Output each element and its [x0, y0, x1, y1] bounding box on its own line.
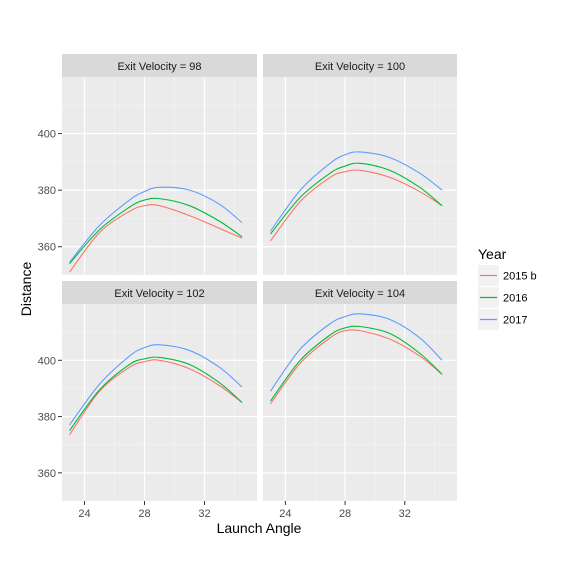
facet-strip-label: Exit Velocity = 100	[315, 61, 405, 73]
panel-plot-area	[62, 304, 257, 501]
facet-strip-label: Exit Velocity = 102	[114, 288, 204, 300]
legend-title: Year	[478, 246, 507, 262]
series-line-2017	[69, 344, 243, 426]
x-tick-label: 24	[279, 508, 291, 520]
facet-strip	[62, 281, 257, 304]
panel-plot-area	[263, 304, 457, 501]
y-tick-label: 360	[38, 242, 56, 254]
panel-background	[62, 304, 257, 501]
axes-layer: 360 380 400 360 380 400 24 28 32 24 28 32	[38, 129, 411, 520]
y-tick-label: 400	[38, 355, 56, 367]
series-line-2016	[69, 197, 243, 265]
facet-strip	[62, 54, 257, 77]
series-line-2015-b	[270, 329, 443, 405]
legend-label: 2016	[503, 293, 527, 305]
series-line-2017	[270, 313, 443, 392]
panel-plot-area	[263, 77, 457, 275]
panel-plot-area	[62, 77, 257, 275]
legend-item: 2016	[478, 287, 527, 308]
facet-panel: Exit Velocity = 100	[263, 54, 457, 275]
series-line-2016	[69, 356, 243, 431]
x-tick-label: 32	[399, 508, 411, 520]
x-tick-label: 28	[339, 508, 351, 520]
facet-panel: Exit Velocity = 104	[263, 281, 457, 501]
x-tick-label: 32	[198, 508, 210, 520]
series-line-2016	[270, 162, 443, 235]
panels-layer: Exit Velocity = 98 Exit Velocity = 100 Exi…	[62, 54, 457, 501]
y-tick-label: 380	[38, 185, 56, 197]
facet-strip-label: Exit Velocity = 98	[117, 61, 201, 73]
panel-background	[263, 304, 457, 501]
legend-item: 2017	[478, 309, 527, 330]
legend-item: 2015 b	[478, 265, 537, 286]
facet-strip	[263, 54, 457, 77]
legend-label: 2017	[503, 315, 527, 327]
series-line-2015-b	[69, 359, 243, 436]
series-line-2017	[270, 151, 443, 232]
series-line-2015-b	[270, 169, 443, 242]
x-axis-title: Launch Angle	[217, 520, 302, 536]
x-tick-label: 24	[78, 508, 90, 520]
legend-label: 2015 b	[503, 271, 537, 283]
y-tick-label: 380	[38, 412, 56, 424]
y-axis-title: Distance	[18, 262, 34, 317]
series-line-2016	[270, 325, 443, 402]
facet-panel: Exit Velocity = 102	[62, 281, 257, 501]
facet-panel: Exit Velocity = 98	[62, 54, 257, 275]
series-line-2017	[69, 186, 243, 263]
panel-background	[62, 77, 257, 275]
y-tick-label: 400	[38, 129, 56, 141]
y-tick-label: 360	[38, 468, 56, 480]
series-line-2015-b	[69, 204, 243, 273]
panel-background	[263, 77, 457, 275]
facet-strip	[263, 281, 457, 304]
x-tick-label: 28	[138, 508, 150, 520]
facet-strip-label: Exit Velocity = 104	[315, 288, 405, 300]
legend: Year 2015 b 2016 2017	[478, 246, 537, 330]
